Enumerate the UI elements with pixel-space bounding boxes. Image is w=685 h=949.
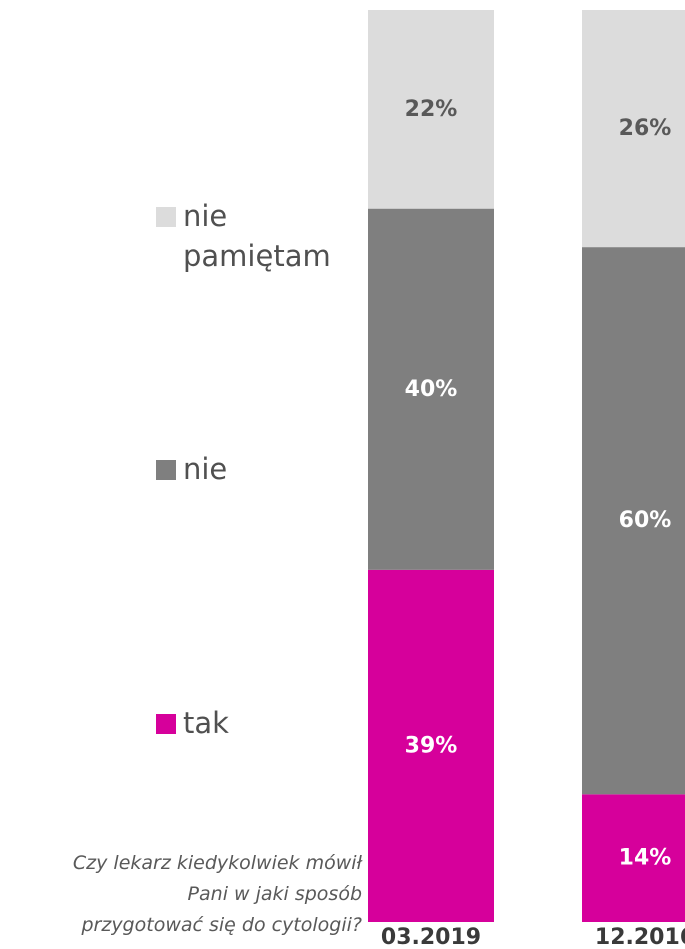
value-labels-layer: 39% 40% 22% 14% 60% 26% xyxy=(405,97,672,871)
bar-segment-nie-pamietam-12-2016 xyxy=(582,10,685,248)
value-label-tak-03-2019: 39% xyxy=(405,733,458,758)
value-label-nie-pamietam-12-2016: 26% xyxy=(619,116,672,141)
bar-segment-tak-03-2019 xyxy=(368,569,494,922)
category-label-03-2019: 03.2019 xyxy=(381,925,481,949)
bar-segment-nie-pamietam-03-2019 xyxy=(368,10,494,209)
bars-layer xyxy=(368,10,685,922)
legend-item-nie: nie xyxy=(156,449,227,489)
legend-label-nie-pamietam: nie pamiętam xyxy=(183,199,331,273)
category-labels-layer: 03.2019 12.2016 xyxy=(381,925,685,949)
value-label-tak-12-2016: 14% xyxy=(619,846,672,871)
legend-item-tak: tak xyxy=(156,703,229,743)
bar-segment-tak-12-2016 xyxy=(582,794,685,922)
legend-label-nie: nie xyxy=(183,452,228,486)
legend-item-nie-pamietam: nie pamiętam xyxy=(156,196,331,276)
legend-swatch-nie-pamietam xyxy=(156,207,176,227)
legend-swatch-nie xyxy=(156,460,176,480)
legend-swatch-tak xyxy=(156,714,176,734)
bar-segment-nie-12-2016 xyxy=(582,247,685,795)
bar-segment-nie-03-2019 xyxy=(368,208,494,570)
category-label-12-2016: 12.2016 xyxy=(595,925,685,949)
value-label-nie-12-2016: 60% xyxy=(619,508,672,533)
value-label-nie-pamietam-03-2019: 22% xyxy=(405,97,458,122)
legend-label-tak: tak xyxy=(183,706,229,740)
survey-question: Czy lekarz kiedykolwiek mówił Pani w jak… xyxy=(72,852,362,936)
value-label-nie-03-2019: 40% xyxy=(405,377,458,402)
